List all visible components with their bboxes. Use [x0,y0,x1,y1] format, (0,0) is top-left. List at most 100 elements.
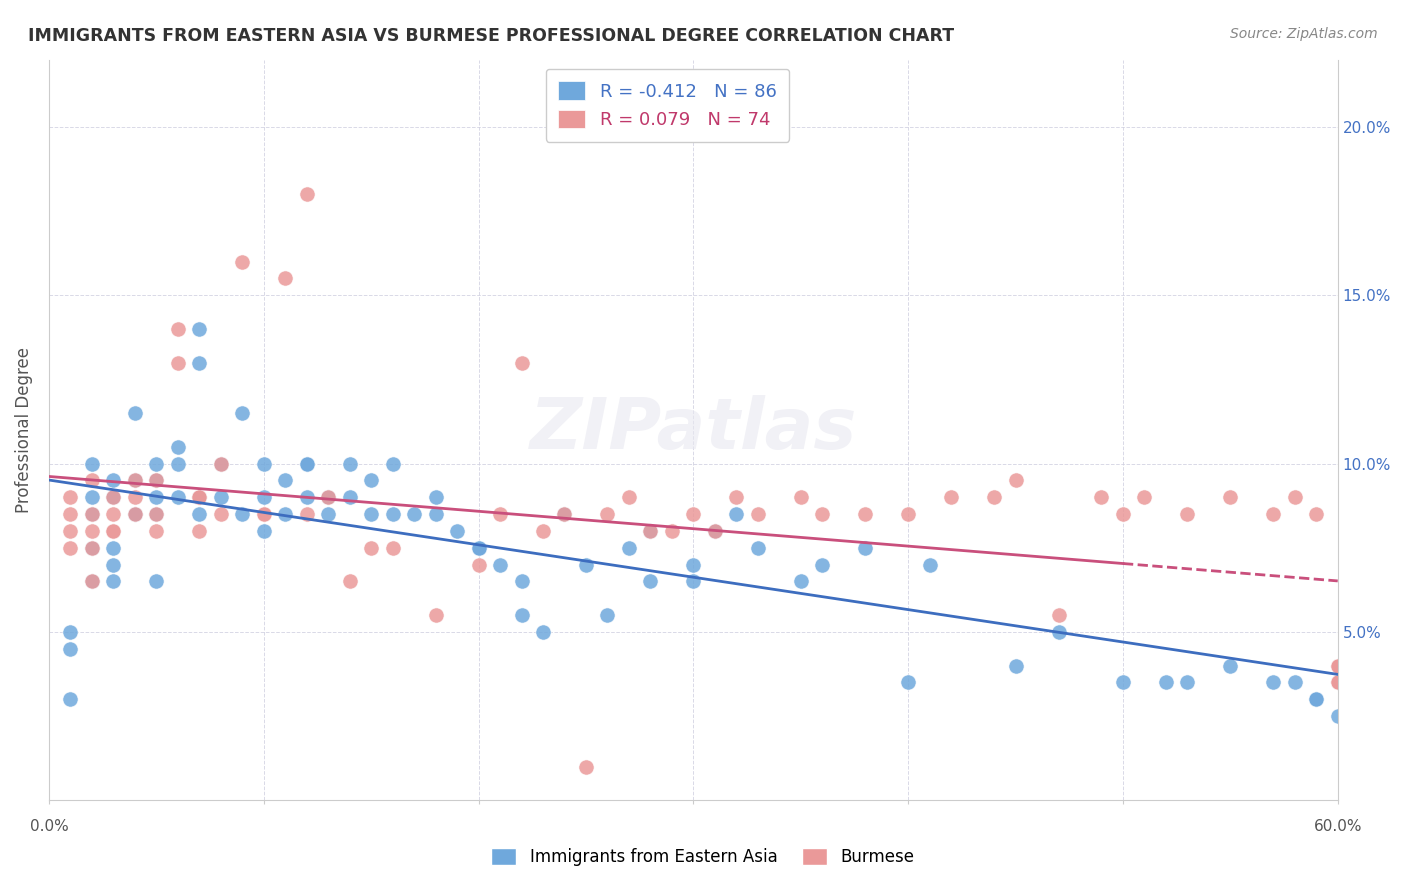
Point [80,457,103,471]
Point [145,507,167,521]
Point [617,490,640,504]
Point [124,474,146,488]
Point [103,507,125,521]
Point [553,507,575,521]
Point [80,474,103,488]
Point [80,507,103,521]
Point [811,558,834,572]
Legend: Immigrants from Eastern Asia, Burmese: Immigrants from Eastern Asia, Burmese [482,840,924,875]
Point [103,524,125,538]
Point [1112,675,1135,690]
Point [897,507,920,521]
Point [1326,675,1348,690]
Point [253,507,276,521]
Point [1326,675,1348,690]
Point [939,490,962,504]
Point [360,541,382,555]
Point [80,524,103,538]
Text: ZIPatlas: ZIPatlas [530,395,858,465]
Point [790,574,813,589]
Point [897,675,920,690]
Point [253,524,276,538]
Point [103,490,125,504]
Point [188,490,211,504]
Point [1047,624,1070,639]
Point [274,474,297,488]
Point [253,457,276,471]
Point [166,322,188,336]
Point [339,490,361,504]
Point [124,490,146,504]
Point [145,457,167,471]
Point [80,490,103,504]
Point [1326,658,1348,673]
Point [316,507,339,521]
Point [725,507,748,521]
Point [425,608,447,623]
Point [339,457,361,471]
Point [231,406,253,420]
Point [596,507,619,521]
Point [1047,608,1070,623]
Point [103,574,125,589]
Y-axis label: Professional Degree: Professional Degree [15,347,32,513]
Point [1326,658,1348,673]
Point [1305,692,1327,706]
Point [339,574,361,589]
Point [1090,490,1112,504]
Point [510,608,533,623]
Point [209,490,232,504]
Point [103,558,125,572]
Point [1305,507,1327,521]
Point [209,457,232,471]
Point [811,507,834,521]
Point [510,355,533,369]
Point [790,490,813,504]
Point [59,490,82,504]
Point [531,624,554,639]
Point [231,507,253,521]
Point [1177,507,1199,521]
Point [703,524,725,538]
Point [145,490,167,504]
Point [640,524,662,538]
Point [103,524,125,538]
Point [103,490,125,504]
Point [640,524,662,538]
Point [166,457,188,471]
Point [404,507,426,521]
Point [1263,507,1285,521]
Point [59,692,82,706]
Point [983,490,1005,504]
Point [489,507,512,521]
Point [188,490,211,504]
Legend: R = -0.412   N = 86, R = 0.079   N = 74: R = -0.412 N = 86, R = 0.079 N = 74 [546,69,789,142]
Point [166,490,188,504]
Point [124,507,146,521]
Point [124,507,146,521]
Point [1284,490,1306,504]
Point [1219,490,1241,504]
Point [1004,474,1026,488]
Point [747,507,769,521]
Point [316,490,339,504]
Point [1326,658,1348,673]
Point [747,541,769,555]
Point [80,574,103,589]
Point [231,254,253,268]
Point [575,558,598,572]
Point [1219,658,1241,673]
Point [381,507,404,521]
Point [640,574,662,589]
Point [209,457,232,471]
Point [1112,507,1135,521]
Point [360,507,382,521]
Point [103,541,125,555]
Point [467,558,489,572]
Point [1284,675,1306,690]
Point [703,524,725,538]
Point [381,457,404,471]
Point [188,490,211,504]
Point [124,474,146,488]
Point [253,490,276,504]
